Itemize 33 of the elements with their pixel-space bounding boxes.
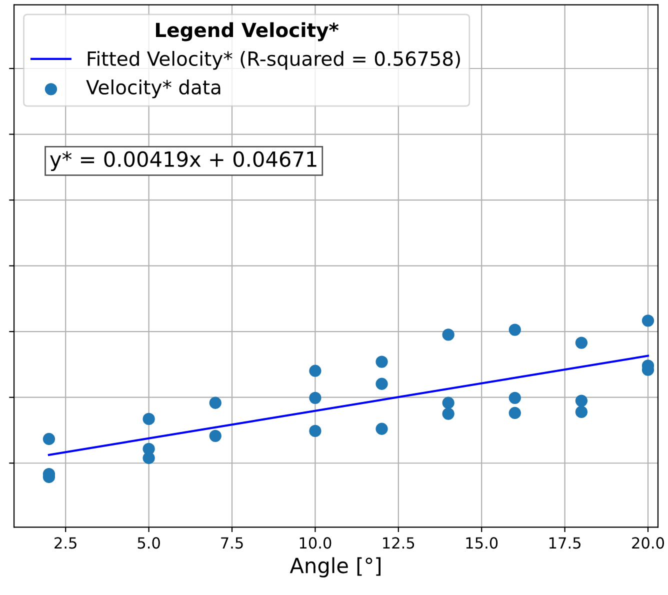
point <box>575 336 588 349</box>
point <box>309 392 322 404</box>
point <box>442 408 454 420</box>
x-tick-label: 15.0 <box>466 537 498 549</box>
point <box>309 424 322 438</box>
x-tick-label: 2.5 <box>54 537 76 549</box>
point <box>575 394 588 407</box>
legend-label: Velocity* data <box>86 79 220 98</box>
text: y* = 0.00419x + 0.04671 <box>50 151 316 172</box>
point <box>376 378 388 390</box>
point <box>642 314 654 327</box>
point <box>508 392 521 404</box>
point <box>376 422 388 435</box>
point <box>508 324 521 336</box>
point <box>209 430 222 442</box>
x-tick-label: 10.0 <box>300 537 332 549</box>
point <box>42 432 56 446</box>
point <box>309 364 322 377</box>
x-tick-label: 12.5 <box>383 537 414 549</box>
point <box>142 412 155 426</box>
point <box>508 406 521 420</box>
point <box>209 396 222 409</box>
x-tick-label: 7.5 <box>221 537 243 549</box>
point <box>376 356 388 368</box>
point <box>575 406 588 418</box>
x-tick-label: 20.0 <box>632 537 664 549</box>
legend-label: Fitted Velocity* (R-squared = 0.56758) <box>88 50 460 70</box>
point <box>442 328 454 341</box>
point <box>442 396 454 409</box>
x-axis-title: Angle [°] <box>290 557 381 578</box>
x-tick-label: 5.0 <box>138 537 160 549</box>
legend-title: Legend Velocity* <box>156 22 339 42</box>
x-tick-label: 17.5 <box>549 537 580 549</box>
